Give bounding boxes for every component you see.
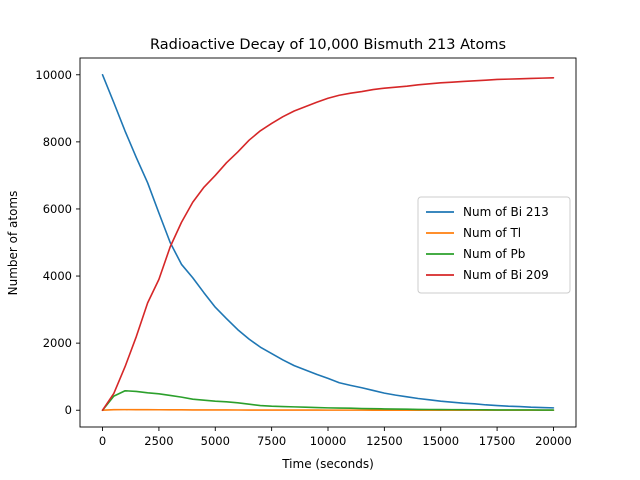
series-line-2 [101, 389, 555, 412]
x-tick-label: 0 [99, 434, 106, 448]
series-line-0 [101, 73, 555, 409]
series-lines [101, 73, 555, 412]
x-tick-label: 20000 [535, 434, 572, 448]
legend-label-1: Num of Tl [463, 226, 521, 240]
x-tick-label: 12500 [366, 434, 403, 448]
x-axis-label: Time (seconds) [281, 457, 374, 471]
y-tick-label: 0 [65, 403, 72, 417]
x-tick-label: 2500 [144, 434, 173, 448]
x-tick-label: 5000 [201, 434, 230, 448]
y-axis-label: Number of atoms [6, 191, 20, 296]
legend-label-0: Num of Bi 213 [463, 205, 549, 219]
axes: 0 2500 5000 7500 10000 12500 15000 17500 20000 0 2… [35, 57, 577, 448]
y-tick-label: 4000 [43, 269, 72, 283]
y-tick-label: 8000 [43, 135, 72, 149]
series-line-3 [101, 76, 555, 412]
x-tick-label: 17500 [479, 434, 516, 448]
plot-area [101, 73, 555, 412]
y-tick-label: 2000 [43, 336, 72, 350]
legend-box [417, 196, 571, 294]
y-tick-label: 10000 [35, 68, 72, 82]
x-tick-label: 7500 [257, 434, 286, 448]
chart-title: Radioactive Decay of 10,000 Bismuth 213 … [150, 37, 506, 53]
y-tick-label: 6000 [43, 202, 72, 216]
x-tick-label: 10000 [310, 434, 347, 448]
x-tick-label: 15000 [422, 434, 459, 448]
legend-label-3: Num of Bi 209 [463, 268, 549, 282]
legend-label-2: Num of Pb [463, 247, 525, 261]
legend: Num of Bi 213 Num of Tl Num of Pb Num of Bi… [417, 196, 571, 294]
